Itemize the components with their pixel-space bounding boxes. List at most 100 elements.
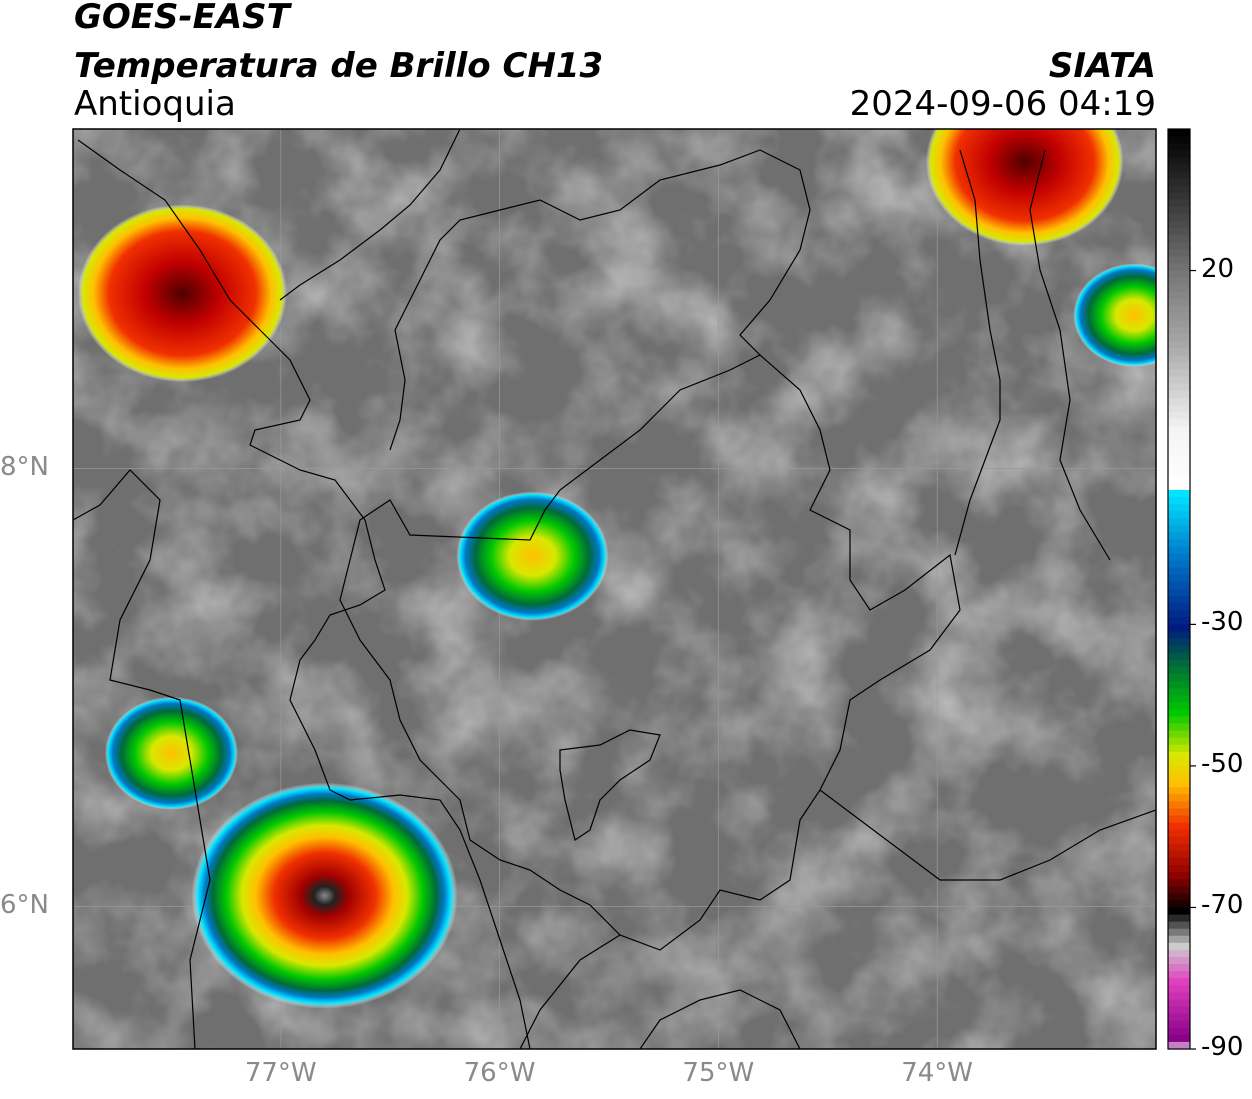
- colorbar-segment: [1168, 185, 1190, 194]
- colorbar-segment: [1168, 999, 1190, 1008]
- storm-cell-0: [77, 204, 287, 383]
- colorbar-segment: [1168, 688, 1190, 696]
- gulf-coast: [279, 129, 461, 301]
- colorbar-segment: [1168, 836, 1190, 845]
- storm-cell-5: [104, 696, 238, 810]
- colorbar-segment: [1168, 695, 1190, 703]
- colorbar-segment: [1168, 992, 1190, 1001]
- colorbar-segment: [1168, 475, 1190, 484]
- product-title: Temperatura de Brillo CH13: [74, 46, 604, 86]
- timestamp-label: 2024-09-06 04:19: [849, 84, 1156, 124]
- colorbar-segment: [1168, 744, 1190, 753]
- colorbar-segment: [1168, 886, 1190, 894]
- colorbar-segment: [1168, 603, 1190, 611]
- colorbar-segment: [1168, 850, 1190, 859]
- inner-enclave: [559, 729, 661, 841]
- colorbar-segment: [1168, 277, 1190, 286]
- brand-label: SIATA: [1048, 46, 1156, 86]
- colorbar-segment: [1168, 454, 1190, 463]
- colorbar-segment: [1168, 865, 1190, 873]
- colorbar-segment: [1168, 376, 1190, 385]
- colorbar-segment: [1168, 249, 1190, 257]
- colorbar-segment: [1168, 935, 1190, 944]
- colorbar-segment: [1168, 539, 1190, 548]
- colorbar-segment: [1168, 624, 1190, 633]
- colorbar-segment: [1168, 440, 1190, 449]
- colorbar-segment: [1168, 298, 1190, 307]
- colorbar-segment: [1168, 405, 1190, 413]
- colorbar-segment: [1168, 617, 1190, 625]
- colorbar-segment: [1168, 666, 1190, 675]
- antioquia-boundary: [339, 149, 961, 951]
- colorbar-segment: [1168, 645, 1190, 654]
- colorbar-segment: [1168, 907, 1190, 916]
- colorbar-segment: [1168, 971, 1190, 979]
- colorbar-segment: [1168, 150, 1190, 158]
- colorbar-segment: [1168, 567, 1190, 576]
- colorbar-segment: [1168, 978, 1190, 986]
- storm-cell-3: [925, 129, 1124, 246]
- colorbar-segment: [1168, 178, 1190, 187]
- colorbar-segment: [1168, 383, 1190, 392]
- colorbar-segment: [1168, 143, 1190, 151]
- colorbar-segment: [1168, 574, 1190, 583]
- colorbar-segment: [1168, 787, 1190, 795]
- colorbar-segment: [1168, 1027, 1190, 1036]
- colorbar-segment: [1168, 284, 1190, 293]
- colorbar-segment: [1168, 228, 1190, 236]
- colorbar-segment: [1168, 872, 1190, 880]
- colorbar-segment: [1168, 518, 1190, 526]
- colorbar-segment: [1168, 206, 1190, 215]
- colorbar-tick-label: -90: [1201, 1032, 1244, 1062]
- colorbar-tick-label: 20: [1201, 253, 1235, 284]
- colorbar-segment: [1168, 808, 1190, 817]
- colorbar-segment: [1168, 532, 1190, 541]
- colorbar-segment: [1168, 192, 1190, 201]
- boundaries: [73, 129, 1156, 1049]
- colorbar-segment: [1168, 1020, 1190, 1029]
- storm-cells: [77, 129, 1156, 1009]
- colorbar-segment: [1168, 652, 1190, 661]
- colorbar-segment: [1168, 461, 1190, 470]
- eastern-river: [1029, 149, 1111, 561]
- colorbar-segment: [1168, 631, 1190, 640]
- colorbar-segment: [1168, 320, 1190, 328]
- southern-boundary: [819, 789, 1156, 881]
- colorbar-segment: [1168, 829, 1190, 838]
- colorbar-segment: [1168, 129, 1190, 137]
- colorbar-segment: [1168, 709, 1190, 717]
- colorbar-segment: [1168, 1006, 1190, 1015]
- colorbar-segment: [1168, 716, 1190, 725]
- colorbar-segment: [1168, 369, 1190, 378]
- colorbar-segment: [1168, 921, 1190, 930]
- colorbar-segment: [1168, 681, 1190, 689]
- colorbar-segment: [1168, 857, 1190, 866]
- colorbar-segment: [1168, 581, 1190, 590]
- colorbar-segment: [1168, 412, 1190, 420]
- colorbar-frame: [1167, 128, 1191, 1050]
- colorbar-segment: [1168, 758, 1190, 767]
- lat-tick-label: 8°N: [0, 451, 49, 482]
- colorbar-segment: [1168, 801, 1190, 809]
- colorbar-segment: [1168, 468, 1190, 477]
- colorbar-segment: [1168, 659, 1190, 668]
- colorbar-segment: [1168, 433, 1190, 441]
- colorbar-segment: [1168, 780, 1190, 788]
- colorbar-segment: [1168, 327, 1190, 335]
- storm-cell-2: [191, 782, 458, 1009]
- colorbar-segment: [1168, 900, 1190, 909]
- colorbar-segment: [1168, 355, 1190, 364]
- colorbar-segment: [1168, 737, 1190, 746]
- colorbar-segment: [1168, 348, 1190, 357]
- colorbar-segment: [1168, 313, 1190, 321]
- colorbar-segment: [1168, 164, 1190, 173]
- colorbar-tick-label: -70: [1201, 890, 1244, 921]
- lon-tick-label: 74°W: [901, 1058, 973, 1088]
- colorbar-segment: [1168, 341, 1190, 349]
- storm-cell-4: [1073, 263, 1156, 367]
- colorbar-segment: [1168, 291, 1190, 300]
- colorbar-segment: [1168, 893, 1190, 901]
- colorbar-segment: [1168, 504, 1190, 512]
- colorbar-segment: [1168, 596, 1190, 604]
